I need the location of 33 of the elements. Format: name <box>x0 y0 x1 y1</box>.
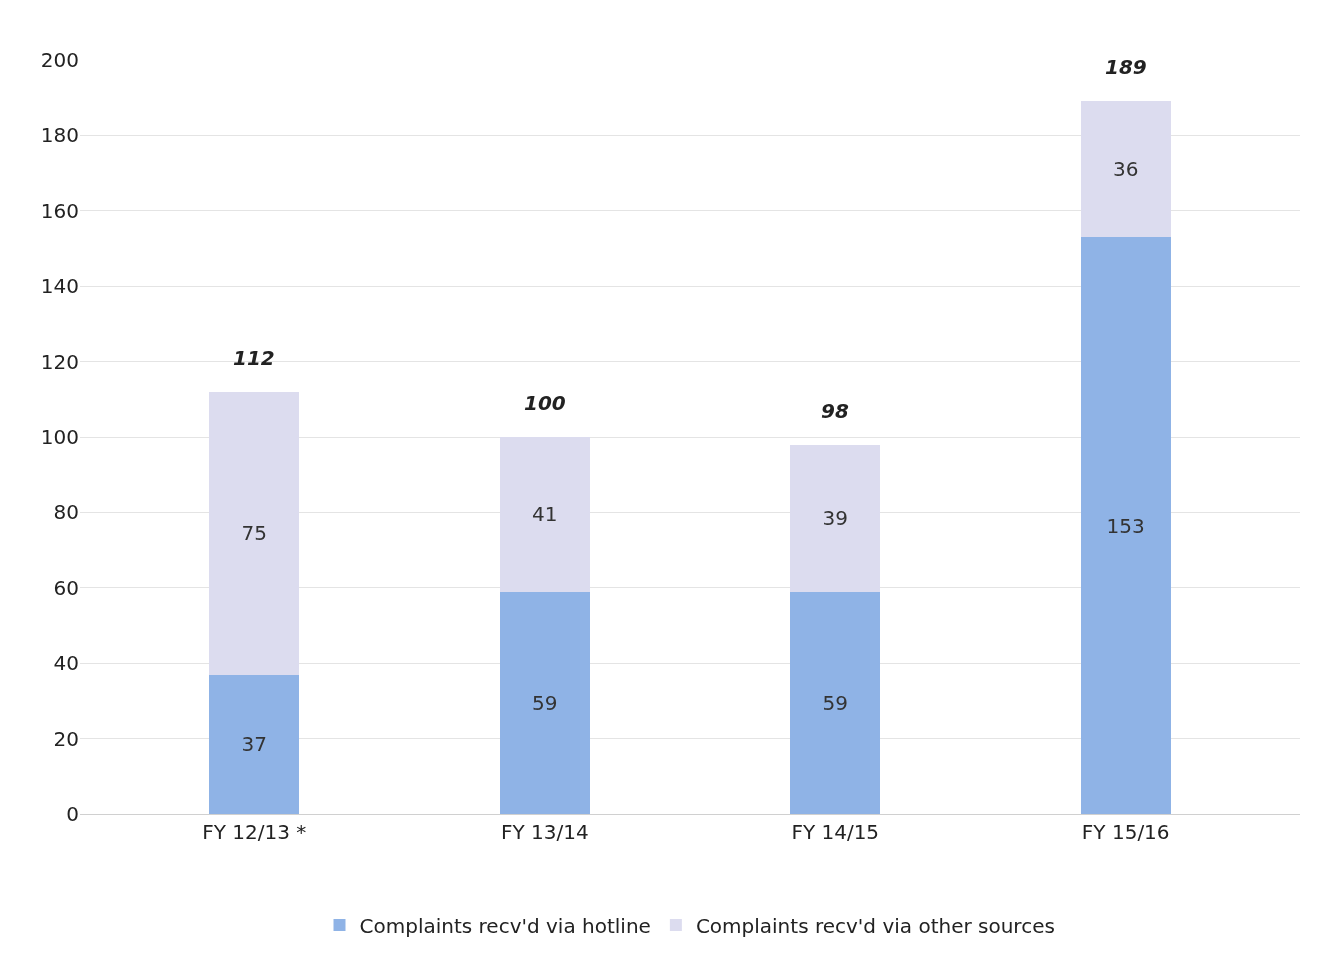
data-label: 37 <box>241 732 268 757</box>
legend-label: Complaints recv'd via hotline <box>359 913 651 938</box>
y-tick-label: 0 <box>66 802 79 826</box>
x-tick-label: FY 13/14 <box>500 820 589 844</box>
total-label: 112 <box>233 346 275 370</box>
x-tick-label: FY 15/16 <box>1081 820 1170 844</box>
data-label: 75 <box>241 521 268 546</box>
x-tick-label: FY 14/15 <box>791 820 880 844</box>
bar <box>209 674 300 814</box>
y-tick-label: 180 <box>40 123 79 148</box>
y-tick-label: 140 <box>40 274 79 299</box>
legend-label: Complaints recv'd via other sources <box>695 913 1055 938</box>
data-label: 39 <box>822 506 848 531</box>
y-tick-label: 200 <box>40 48 79 72</box>
bar <box>499 591 590 814</box>
y-tick-label: 20 <box>53 726 79 751</box>
data-label: 36 <box>1112 157 1139 182</box>
data-label: 153 <box>1106 513 1145 538</box>
y-tick-label: 120 <box>40 349 79 374</box>
total-label: 98 <box>821 399 849 423</box>
x-tick-label: FY 12/13 * <box>202 820 307 844</box>
y-tick-label: 40 <box>53 651 79 676</box>
data-label: 59 <box>532 690 558 715</box>
y-tick-label: 160 <box>40 198 79 223</box>
total-label: 189 <box>1105 55 1147 79</box>
bar <box>1080 237 1171 814</box>
data-label: 59 <box>822 690 848 715</box>
y-tick-label: 60 <box>53 575 79 600</box>
y-tick-label: 100 <box>40 425 79 449</box>
data-label: 41 <box>532 502 558 527</box>
bar <box>790 591 881 814</box>
total-label: 100 <box>524 391 566 415</box>
y-tick-label: 80 <box>53 500 79 525</box>
